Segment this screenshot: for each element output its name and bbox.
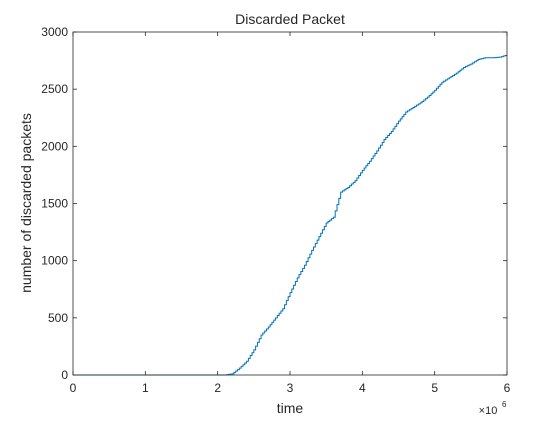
y-tick-label: 2500 [41,82,68,96]
y-tick-label: 1500 [41,197,68,211]
x-tick-label: 3 [287,381,294,395]
x-tick-label: 5 [431,381,438,395]
x-axis-multiplier-exponent: 6 [502,400,507,409]
axes-box [72,31,508,376]
series-line-0 [73,54,508,376]
series-layer [73,54,508,376]
y-tick-label: 2000 [41,139,68,153]
x-tick-label: 2 [214,381,221,395]
y-axis-label: number of discarded packets [18,113,34,293]
x-axis-label: time [277,400,304,416]
y-tick-label: 3000 [41,25,68,39]
y-tick-label: 1000 [41,254,68,268]
x-tick-label: 1 [142,381,149,395]
chart-title: Discarded Packet [235,11,345,27]
x-axis-multiplier: ×10 [479,405,498,417]
x-tick-label: 4 [359,381,366,395]
y-tick-label: 500 [48,311,68,325]
y-tick-label: 0 [61,368,68,382]
plot-area [73,32,507,375]
x-tick-label: 6 [504,381,511,395]
x-tick-label: 0 [70,381,77,395]
y-axis-ticks: 0 500 1000 1500 2000 2500 3000 [41,25,507,382]
